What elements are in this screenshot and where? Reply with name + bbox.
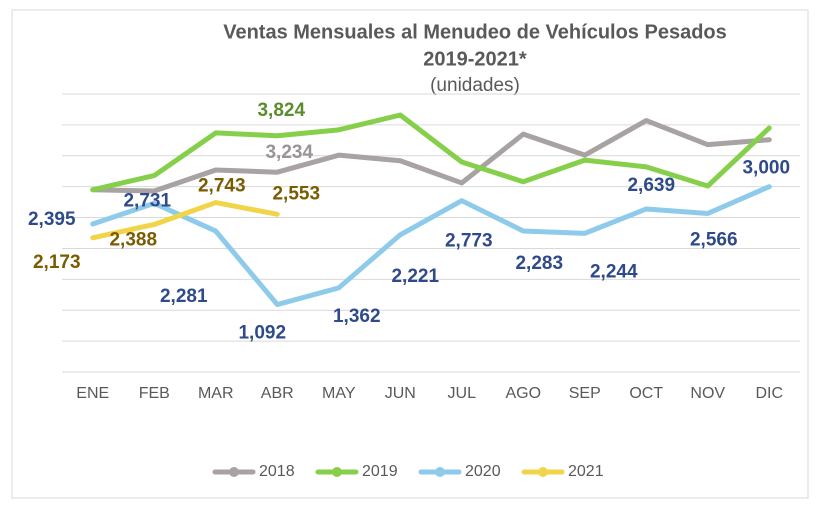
- x-tick-label: SEP: [569, 385, 601, 402]
- point: [398, 158, 403, 163]
- point: [582, 153, 587, 158]
- point: [213, 167, 218, 172]
- point: [152, 201, 157, 206]
- point: [213, 130, 218, 135]
- point: [152, 173, 157, 178]
- chart-subtitle: (unidades): [430, 75, 520, 96]
- data-label: 1,092: [238, 323, 286, 344]
- point: [644, 164, 649, 169]
- point: [705, 142, 710, 147]
- series-line: [90, 184, 772, 308]
- data-label: 2,244: [590, 261, 638, 282]
- x-tick-label: JUL: [448, 385, 477, 402]
- series-line: [90, 118, 772, 194]
- x-tick-label: JUN: [385, 385, 416, 402]
- legend-marker: [435, 467, 445, 477]
- legend-marker: [538, 467, 548, 477]
- x-tick-label: AGO: [505, 385, 541, 402]
- point: [582, 158, 587, 163]
- data-label: 3,824: [257, 100, 305, 121]
- data-label: 2,283: [515, 253, 563, 274]
- data-label: 2,566: [690, 229, 738, 250]
- data-label: 3,234: [265, 142, 313, 163]
- data-label: 2,743: [198, 176, 246, 197]
- chart-title: 2019-2021*: [423, 48, 527, 70]
- data-label: 2,281: [160, 286, 208, 307]
- point: [336, 127, 341, 132]
- legend-label: 2021: [568, 463, 604, 480]
- x-tick-label: NOV: [690, 385, 725, 402]
- x-tick-label: ENE: [76, 385, 109, 402]
- point: [705, 184, 710, 189]
- data-label: 2,221: [391, 266, 439, 287]
- legend-marker: [229, 467, 239, 477]
- point: [767, 184, 772, 189]
- chart-frame: [11, 9, 809, 499]
- point: [336, 285, 341, 290]
- point: [152, 188, 157, 193]
- point: [644, 206, 649, 211]
- data-label: 2,639: [627, 175, 675, 196]
- point: [275, 133, 280, 138]
- point: [213, 229, 218, 234]
- point: [90, 235, 95, 240]
- point: [459, 198, 464, 203]
- point: [90, 222, 95, 227]
- chart-title: Ventas Mensuales al Menudeo de Vehículos…: [223, 21, 727, 43]
- data-label: 2,773: [445, 231, 493, 252]
- point: [459, 159, 464, 164]
- legend-label: 2020: [465, 463, 501, 480]
- legend-label: 2019: [362, 463, 398, 480]
- point: [521, 132, 526, 137]
- point: [90, 187, 95, 192]
- series-line: [90, 200, 280, 241]
- data-label: 2,173: [33, 252, 81, 273]
- data-label: 2,395: [28, 209, 76, 230]
- data-label: 3,000: [742, 158, 790, 179]
- x-tick-label: ABR: [261, 385, 294, 402]
- data-label: 2,553: [272, 183, 320, 204]
- data-label: 1,362: [333, 306, 381, 327]
- point: [459, 180, 464, 185]
- data-label: 2,388: [109, 229, 157, 250]
- legend-marker: [332, 467, 342, 477]
- data-label: 2,731: [123, 190, 171, 211]
- series-line: [90, 112, 772, 193]
- point: [398, 232, 403, 237]
- x-tick-label: OCT: [629, 385, 663, 402]
- x-tick-label: DIC: [755, 385, 783, 402]
- point: [336, 153, 341, 158]
- point: [521, 179, 526, 184]
- point: [644, 118, 649, 123]
- point: [213, 200, 218, 205]
- x-tick-label: FEB: [139, 385, 170, 402]
- point: [582, 231, 587, 236]
- point: [398, 113, 403, 118]
- x-tick-label: MAY: [322, 385, 356, 402]
- legend-label: 2018: [259, 463, 295, 480]
- point: [767, 125, 772, 130]
- point: [521, 228, 526, 233]
- point: [705, 211, 710, 216]
- point: [275, 212, 280, 217]
- x-tick-label: MAR: [198, 385, 234, 402]
- point: [275, 170, 280, 175]
- point: [152, 222, 157, 227]
- point: [767, 137, 772, 142]
- point: [275, 302, 280, 307]
